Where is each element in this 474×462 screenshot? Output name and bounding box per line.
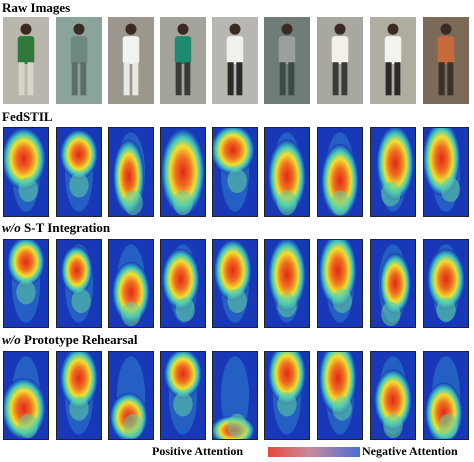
attention-heatmap-6 — [264, 127, 310, 217]
attention-legend: Positive Attention Negative Attention — [0, 443, 474, 462]
heatmap-graphic — [57, 240, 101, 327]
section-title-text: FedSTIL — [2, 109, 53, 124]
person-photo — [3, 17, 49, 104]
heatmap-graphic — [161, 240, 205, 327]
heatmap-graphic — [109, 240, 153, 327]
heatmap-graphic — [109, 352, 153, 439]
heatmap-graphic — [4, 128, 48, 216]
attention-heatmap-9 — [423, 239, 469, 328]
attention-heatmap-1 — [3, 127, 49, 217]
section-title-wo-prototype-rehearsal: w/o Prototype Rehearsal — [2, 332, 138, 348]
attention-heatmap-3 — [108, 351, 154, 440]
raw-person-image-6 — [264, 17, 310, 104]
heatmap-graphic — [371, 128, 415, 216]
section-title-italic: w/o — [2, 332, 21, 347]
heatmap-graphic — [161, 352, 205, 439]
heatmap-graphic — [213, 352, 257, 439]
attention-heatmap-1 — [3, 351, 49, 440]
person-photo — [108, 17, 154, 104]
attention-heatmap-5 — [212, 127, 258, 217]
heatmap-graphic — [4, 352, 48, 439]
raw-person-image-7 — [317, 17, 363, 104]
attention-heatmap-8 — [370, 127, 416, 217]
attention-heatmap-9 — [423, 351, 469, 440]
raw-person-image-4 — [160, 17, 206, 104]
person-photo — [212, 17, 258, 104]
heatmap-graphic — [424, 240, 468, 327]
section-title-text: S-T Integration — [20, 220, 111, 235]
heatmap-graphic — [109, 128, 153, 216]
fedstil-heatmap-row — [0, 127, 474, 217]
raw-person-image-1 — [3, 17, 49, 104]
section-title-text: Prototype Rehearsal — [20, 332, 138, 347]
person-photo — [423, 17, 469, 104]
wo-prototype-rehearsal-heatmap-row — [0, 351, 474, 440]
heatmap-graphic — [265, 240, 309, 327]
heatmap-graphic — [4, 240, 48, 327]
attention-heatmap-3 — [108, 239, 154, 328]
attention-heatmap-3 — [108, 127, 154, 217]
section-title-text: Raw Images — [2, 0, 71, 15]
heatmap-graphic — [318, 128, 362, 216]
attention-heatmap-1 — [3, 239, 49, 328]
section-title-italic: w/o — [2, 220, 21, 235]
section-title-raw-images: Raw Images — [2, 0, 70, 16]
attention-heatmap-4 — [160, 127, 206, 217]
heatmap-graphic — [318, 240, 362, 327]
person-photo — [264, 17, 310, 104]
attention-heatmap-4 — [160, 351, 206, 440]
legend-negative-label: Negative Attention — [362, 444, 458, 458]
raw-person-image-2 — [56, 17, 102, 104]
heatmap-graphic — [265, 128, 309, 216]
heatmap-graphic — [57, 352, 101, 439]
heatmap-graphic — [57, 128, 101, 216]
heatmap-graphic — [371, 352, 415, 439]
wo-st-integration-heatmap-row — [0, 239, 474, 328]
raw-images-row — [0, 17, 474, 104]
attention-heatmap-8 — [370, 351, 416, 440]
heatmap-graphic — [318, 352, 362, 439]
legend-positive-label: Positive Attention — [152, 444, 243, 458]
attention-heatmap-7 — [317, 239, 363, 328]
attention-heatmap-6 — [264, 351, 310, 440]
heatmap-graphic — [161, 128, 205, 216]
heatmap-graphic — [424, 128, 468, 216]
attention-heatmap-8 — [370, 239, 416, 328]
raw-person-image-5 — [212, 17, 258, 104]
section-title-wo-st-integration: w/o S-T Integration — [2, 220, 110, 236]
legend-color-bar — [268, 447, 360, 457]
raw-person-image-3 — [108, 17, 154, 104]
attention-heatmap-4 — [160, 239, 206, 328]
heatmap-graphic — [371, 240, 415, 327]
heatmap-graphic — [213, 128, 257, 216]
heatmap-graphic — [424, 352, 468, 439]
attention-heatmap-5 — [212, 351, 258, 440]
attention-heatmap-9 — [423, 127, 469, 217]
attention-heatmap-2 — [56, 351, 102, 440]
person-photo — [370, 17, 416, 104]
attention-heatmap-2 — [56, 239, 102, 328]
person-photo — [317, 17, 363, 104]
person-photo — [56, 17, 102, 104]
person-photo — [160, 17, 206, 104]
attention-heatmap-7 — [317, 351, 363, 440]
attention-heatmap-7 — [317, 127, 363, 217]
heatmap-graphic — [213, 240, 257, 327]
raw-person-image-8 — [370, 17, 416, 104]
attention-heatmap-2 — [56, 127, 102, 217]
raw-person-image-9 — [423, 17, 469, 104]
attention-heatmap-5 — [212, 239, 258, 328]
attention-heatmap-6 — [264, 239, 310, 328]
section-title-fedstil: FedSTIL — [2, 109, 53, 125]
heatmap-graphic — [265, 352, 309, 439]
